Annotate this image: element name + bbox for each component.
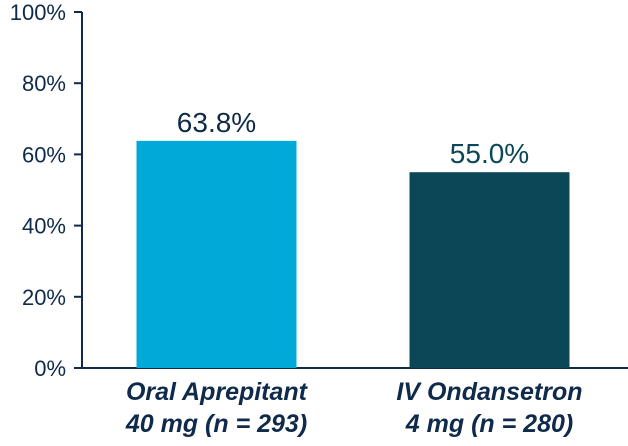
x-category-label-line: IV Ondansetron: [396, 378, 582, 406]
y-tick-label: 20%: [22, 285, 66, 310]
data-label: 63.8%: [177, 107, 256, 138]
data-label: 55.0%: [450, 138, 529, 169]
y-tick-label: 60%: [22, 142, 66, 167]
y-tick-label: 40%: [22, 214, 66, 239]
y-tick-label: 80%: [22, 71, 66, 96]
y-tick-label: 100%: [10, 0, 66, 25]
x-category-label-line: 40 mg (n = 293): [125, 410, 307, 438]
bar: [409, 172, 570, 368]
bar: [136, 140, 297, 368]
x-category-label-line: 4 mg (n = 280): [405, 410, 573, 438]
x-category-label: IV Ondansetron 4 mg (n = 280): [396, 378, 582, 438]
y-tick-label: 0%: [34, 356, 66, 381]
x-category-label-line: Oral Aprepitant: [126, 378, 309, 406]
x-category-label: Oral Aprepitant 40 mg (n = 293): [125, 378, 309, 438]
